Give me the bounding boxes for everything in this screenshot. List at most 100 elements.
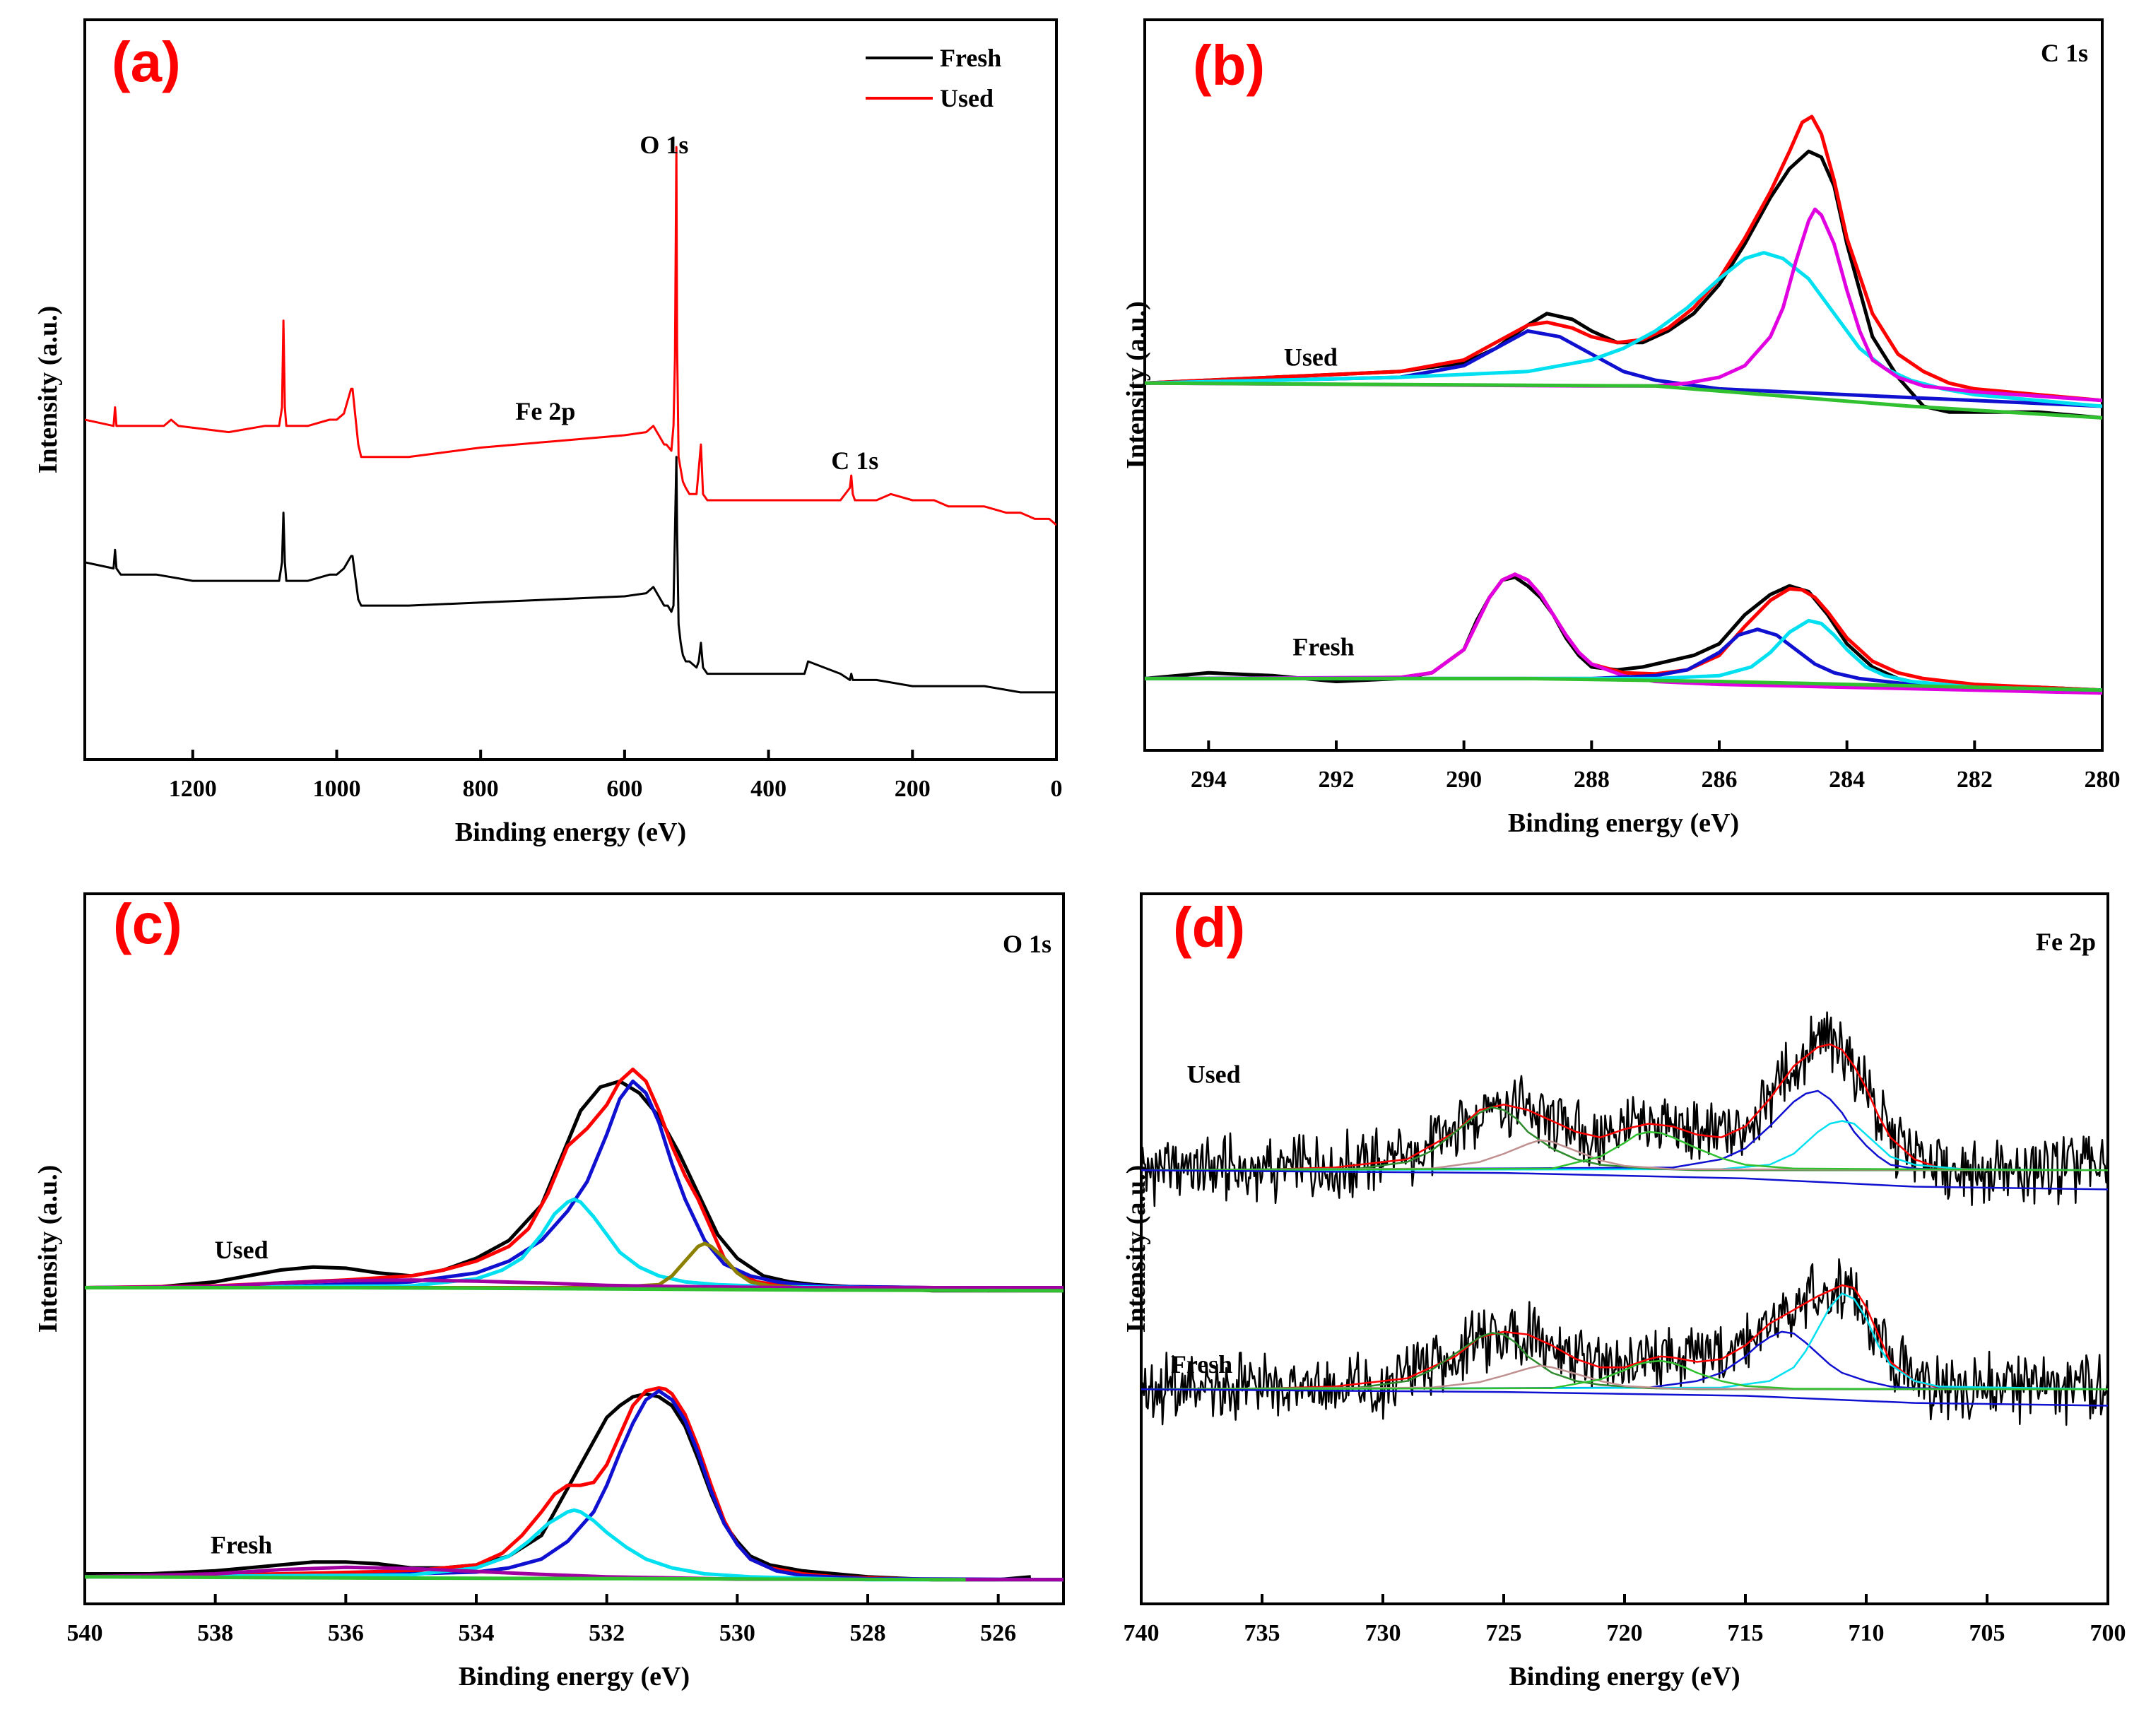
series-used-fit-envelope <box>1141 1043 2108 1171</box>
y-axis-title: Intensity (a.u.) <box>33 306 63 474</box>
annotation-fresh: Fresh <box>1292 633 1354 661</box>
x-tick-label: 282 <box>1957 767 1993 793</box>
x-tick-label: 740 <box>1124 1620 1160 1646</box>
series-fresh-baseline <box>1145 676 2102 692</box>
plot-area <box>85 146 1056 694</box>
series-fresh-peak-285-4-ev <box>1145 627 2102 692</box>
series-fresh-peak-532-5-ev <box>85 1508 1063 1582</box>
x-tick-label: 725 <box>1486 1620 1522 1646</box>
panel-d-fe2p: 740 735 730 725 720 715 710 705 700 Binding energ… <box>1121 892 2126 1691</box>
annotation-used: Used <box>215 1236 269 1264</box>
plot-area <box>1145 114 2102 695</box>
plot-frame <box>83 892 1065 1605</box>
series-fresh-peak-713-4-ev <box>1141 1330 2108 1390</box>
x-tick-label: 536 <box>328 1620 364 1646</box>
series-fresh-peak-289-4-ev <box>1145 572 2102 695</box>
x-tick-label: 294 <box>1191 767 1227 793</box>
panel-c-o1s: 540 538 536 534 532 530 528 526 Binding energy (… <box>33 892 1065 1691</box>
series-fresh-peak-723-5-ev <box>1141 1364 2108 1390</box>
x-tick-label: 0 <box>1051 776 1063 802</box>
panel-letter: (b) <box>1193 34 1265 97</box>
panel-a-survey: 1200 1000 800 600 400 200 0 Binding energy (eV)… <box>33 18 1063 847</box>
series-used-peak-723-5-ev <box>1141 1139 2108 1171</box>
series-used-fit-envelope <box>1145 114 2102 403</box>
annotation-fe-2p: Fe 2p <box>515 397 575 425</box>
series-used-peak-532-5-ev <box>85 1197 1063 1289</box>
x-tick-label: 730 <box>1365 1620 1401 1646</box>
panel-letter: (c) <box>113 892 182 955</box>
series-used-peak-712-2-ev <box>1141 1090 2108 1171</box>
x-tick-label: 720 <box>1607 1620 1643 1646</box>
x-axis-title: Binding energy (eV) <box>455 817 686 847</box>
series-used-extra-component <box>85 1278 1063 1289</box>
x-tick-label: 538 <box>197 1620 233 1646</box>
series-fresh-peak-718-5-ev <box>1141 1359 2108 1390</box>
x-tick-label: 710 <box>1849 1620 1885 1646</box>
x-tick-label: 715 <box>1728 1620 1764 1646</box>
annotation-fresh: Fresh <box>211 1530 272 1559</box>
series-used-peak-284-5-ev <box>1145 207 2102 403</box>
plot-area <box>85 1068 1063 1582</box>
series-used-raw <box>1145 149 2102 420</box>
x-tick-label: 284 <box>1829 767 1865 793</box>
corner-label: C 1s <box>2041 39 2088 67</box>
corner-label: O 1s <box>1003 930 1051 958</box>
x-tick-label: 1000 <box>312 776 360 802</box>
x-tick-label: 292 <box>1319 767 1355 793</box>
series-fresh-peak-284-6-ev <box>1145 618 2102 692</box>
series-used-baseline <box>1145 381 2102 420</box>
x-tick-label: 600 <box>606 776 642 802</box>
x-tick-label: 528 <box>850 1620 886 1646</box>
x-tick-label: 286 <box>1702 767 1738 793</box>
series-fresh-peak-711-0-ev <box>1141 1292 2108 1390</box>
x-axis-title: Binding energy (eV) <box>1509 1662 1740 1691</box>
series-fresh-raw <box>85 1392 1032 1582</box>
panel-b-c1s: 294 292 290 288 286 284 282 280 Binding energy (… <box>1121 18 2121 838</box>
legend: Fresh Used <box>866 44 1001 112</box>
x-tick-label: 526 <box>980 1620 1016 1646</box>
x-tick-label: 530 <box>719 1620 755 1646</box>
annotation-used: Used <box>1284 343 1338 372</box>
x-tick-label: 540 <box>67 1620 103 1646</box>
x-tick-label: 288 <box>1574 767 1610 793</box>
legend-label-fresh: Fresh <box>940 44 1001 72</box>
series-used-peak-289-0-ev <box>1145 329 2102 408</box>
annotation-used: Used <box>1187 1060 1241 1088</box>
annotation-o-1s: O 1s <box>640 131 688 159</box>
series-fresh-baseline <box>1141 1388 2108 1407</box>
annotation-c-1s: C 1s <box>831 447 878 475</box>
series-fresh-baseline <box>85 1575 966 1582</box>
x-tick-label: 400 <box>750 776 786 802</box>
series-fresh <box>85 456 1056 694</box>
x-tick-label: 1200 <box>169 776 217 802</box>
series-fresh-peak-531-2-ev <box>85 1389 1063 1582</box>
x-tick-label: 200 <box>895 776 931 802</box>
x-axis-title: Binding energy (eV) <box>1508 808 1739 838</box>
series-used-baseline <box>1141 1169 2108 1191</box>
x-axis-title: Binding energy (eV) <box>459 1662 690 1691</box>
x-tick-label: 532 <box>589 1620 625 1646</box>
plot-frame <box>83 18 1058 761</box>
legend-label-used: Used <box>940 84 994 112</box>
plot-frame <box>1143 18 2104 752</box>
y-axis-title: Intensity (a.u.) <box>1121 1165 1151 1333</box>
x-tick-label: 735 <box>1244 1620 1280 1646</box>
y-axis-title: Intensity (a.u.) <box>33 1165 63 1333</box>
series-used-peak-531-6-ev <box>85 1079 1063 1289</box>
panel-letter: (d) <box>1173 896 1245 959</box>
panel-letter: (a) <box>112 30 181 93</box>
corner-label: Fe 2p <box>2036 928 2096 956</box>
x-tick-label: 534 <box>459 1620 495 1646</box>
y-axis-title: Intensity (a.u.) <box>1121 301 1151 469</box>
series-used-peak-718-8-ev <box>1141 1130 2108 1171</box>
x-tick-label: 800 <box>463 776 499 802</box>
series-used-peak-711-0-ev <box>1141 1120 2108 1171</box>
annotation-fresh: Fresh <box>1171 1350 1232 1378</box>
x-tick-label: 280 <box>2085 767 2121 793</box>
series-used-baseline <box>85 1286 1063 1293</box>
series-used <box>85 146 1056 526</box>
x-tick-label: 290 <box>1446 767 1482 793</box>
plot-area <box>1141 1011 2108 1426</box>
x-tick-label: 700 <box>2090 1620 2126 1646</box>
